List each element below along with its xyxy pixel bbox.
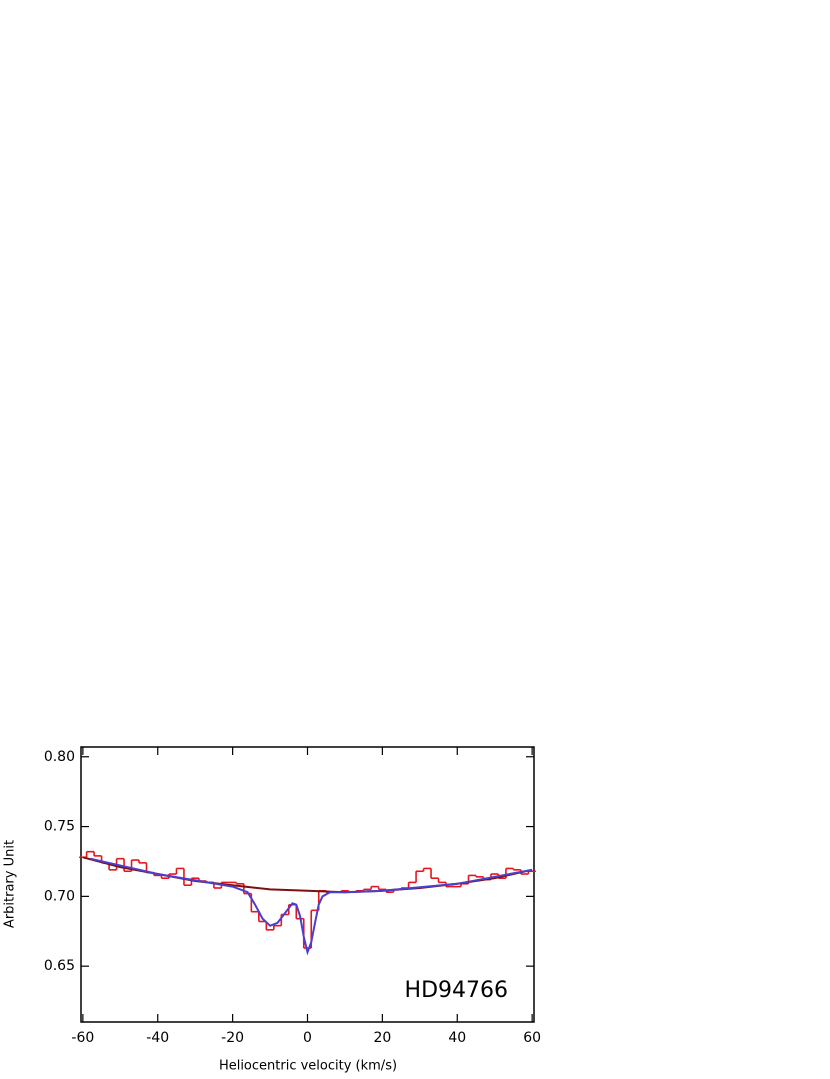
y-axis-label: Arbitrary Unit bbox=[3, 840, 18, 928]
x-tick-label: 0 bbox=[303, 1030, 312, 1046]
x-tick-label: -40 bbox=[146, 1030, 169, 1046]
y-tick-label: 0.65 bbox=[44, 958, 75, 974]
x-tick-label: -20 bbox=[221, 1030, 244, 1046]
x-tick-label: -60 bbox=[71, 1030, 94, 1046]
x-axis-label: Heliocentric velocity (km/s) bbox=[219, 1059, 397, 1074]
x-tick-label: 60 bbox=[523, 1030, 541, 1046]
y-tick-label: 0.80 bbox=[44, 749, 75, 765]
annotation: HD94766 bbox=[405, 978, 508, 1003]
x-tick-label: 40 bbox=[448, 1030, 466, 1046]
y-tick-label: 0.75 bbox=[44, 819, 75, 835]
fit-line bbox=[90, 857, 533, 956]
fit-line bbox=[82, 856, 533, 894]
x-tick-label: 20 bbox=[373, 1030, 391, 1046]
y-tick-label: 0.70 bbox=[44, 888, 75, 904]
